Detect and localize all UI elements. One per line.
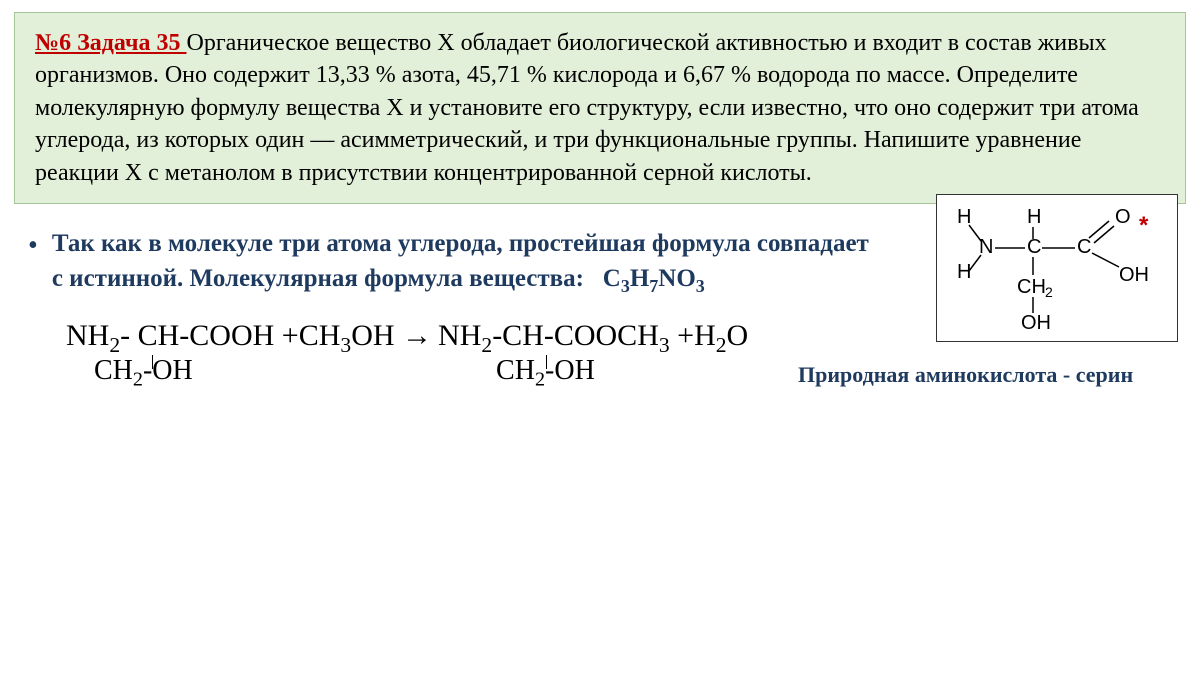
svg-text:OH: OH <box>1119 264 1149 286</box>
eq-sub1: 2 <box>109 333 120 357</box>
svg-text:N: N <box>979 236 993 258</box>
h-subscript: 7 <box>649 276 658 296</box>
serine-structure-svg: H H N C H C O OH <box>947 203 1167 333</box>
pr-sub2: 3 <box>659 333 670 357</box>
svg-text:OH: OH <box>1021 312 1051 333</box>
product-block: NH2-CH-COOCH3 +H2O CH2-OH <box>438 319 748 387</box>
pr-nh: NH <box>438 319 481 352</box>
problem-statement-box: №6 Задача 35 Органическое вещество X обл… <box>14 12 1186 204</box>
side-chain-left: CH2-OH <box>66 355 432 387</box>
svg-text:H: H <box>957 261 971 283</box>
sc-ch: CH <box>94 355 133 386</box>
eq-mid: - CH-COOH +CH <box>120 319 340 352</box>
eq-end: OH → <box>351 319 432 352</box>
svg-text:CH: CH <box>1017 276 1046 298</box>
svg-text:C: C <box>1027 236 1041 258</box>
svg-text:C: C <box>1077 236 1091 258</box>
bullet-icon: • <box>28 228 38 264</box>
scb-end: -OH <box>545 355 595 386</box>
problem-text: Органическое вещество X обладает биологи… <box>35 30 1139 186</box>
pr-sub3: 2 <box>716 333 727 357</box>
o-subscript: 3 <box>696 276 705 296</box>
svg-text:O: O <box>1115 206 1131 228</box>
solution-line1: Так как в молекуле три атома углерода, п… <box>52 230 869 293</box>
task-number: №6 Задача 35 <box>35 30 187 56</box>
svg-text:H: H <box>1027 206 1041 228</box>
solution-area: • Так как в молекуле три атома углерода,… <box>0 204 1200 387</box>
scb-ch: CH <box>496 355 535 386</box>
formula-tail: NO <box>658 265 696 292</box>
pr-o: O <box>727 319 749 352</box>
side-chain-right: CH2-OH <box>438 355 748 387</box>
svg-text:H: H <box>957 206 971 228</box>
solution-text-block: Так как в молекуле три атома углерода, п… <box>52 226 872 297</box>
eq-nh: NH <box>66 319 109 352</box>
asymmetric-asterisk: * <box>1139 212 1149 239</box>
structural-formula-box: H H N C H C O OH <box>936 194 1178 342</box>
sc-end: -OH <box>143 355 193 386</box>
svg-text:2: 2 <box>1045 284 1053 300</box>
c-subscript: 3 <box>621 276 630 296</box>
scb-sub: 2 <box>535 369 545 391</box>
pr-mid: -CH-COOCH <box>492 319 659 352</box>
molecular-formula: C3H7NO3 <box>590 265 705 292</box>
structure-caption: Природная аминокислота - серин <box>798 362 1178 388</box>
pr-sub1: 2 <box>481 333 492 357</box>
eq-sub2: 3 <box>340 333 351 357</box>
sc-sub: 2 <box>133 369 143 391</box>
pr-end: +H <box>670 319 716 352</box>
reactant-block: NH2- CH-COOH +CH3OH → CH2-OH <box>66 319 432 387</box>
